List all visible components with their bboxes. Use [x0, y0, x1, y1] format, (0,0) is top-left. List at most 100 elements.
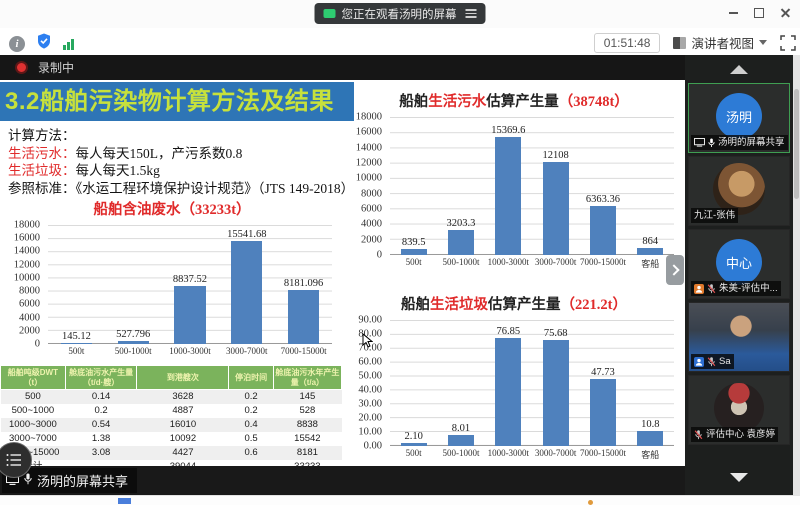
x-tick-label: 500-1000t — [442, 257, 480, 267]
y-tick-label: 10.00 — [358, 426, 382, 438]
table-header-cell: 船舶吨级DWT（t） — [0, 364, 66, 391]
participant-name: Sa — [719, 356, 731, 367]
share-bar-label: 汤明的屏幕共享 — [2, 468, 138, 493]
y-tick-label: 16000 — [355, 126, 382, 138]
annotation-menu-button[interactable] — [0, 442, 32, 478]
bar-slot: 839.5 — [390, 117, 437, 255]
table-cell: 4887 — [172, 405, 194, 417]
table-cell: 8838 — [273, 417, 342, 432]
participant-label: 九江-张伟 — [691, 208, 739, 223]
participant-tile[interactable]: 九江-张伟 — [688, 156, 790, 226]
bar-slot: 15369.6 — [485, 117, 532, 255]
y-tick-label: 10000 — [355, 172, 382, 184]
method-line: 参照标准：《水运工程环境保护设计规范》（JTS 149-2018） — [8, 180, 356, 198]
sidebar-collapse-button[interactable] — [666, 255, 684, 285]
meeting-timer: 01:51:48 — [593, 32, 661, 53]
layout-icon — [673, 36, 687, 49]
minimize-button[interactable] — [723, 3, 743, 23]
scrollbar-thumb[interactable] — [794, 89, 799, 199]
table-row: 1000~3000 0.54 16010 0.4 8838 — [0, 417, 342, 432]
table-cell: 3628 — [136, 389, 229, 405]
person-blue-icon — [694, 356, 704, 367]
bar — [400, 248, 427, 255]
shield-icon[interactable] — [36, 33, 52, 54]
fullscreen-icon[interactable] — [780, 34, 796, 51]
scroll-down-arrow[interactable] — [730, 473, 748, 482]
participant-tile[interactable]: 评估中心 袁彦婷 — [688, 375, 790, 445]
mic-muted-icon — [694, 429, 703, 440]
y-tick-label: 90.00 — [358, 314, 382, 326]
bar-slot: 527.796 — [105, 225, 162, 344]
mic-muted-icon — [707, 283, 716, 294]
participant-name: 朱美-评估中... — [719, 283, 778, 294]
maximize-button[interactable] — [749, 3, 769, 23]
bar-value-label: 527.796 — [116, 328, 151, 340]
chart-title-segment: 船舶 — [401, 297, 431, 313]
chart-title-segment: 估算产生量 — [488, 297, 561, 313]
view-mode-button[interactable]: 演讲者视图 — [669, 31, 771, 54]
gridlines — [390, 117, 674, 255]
method-line: 生活垃圾：每人每天1.5kg — [8, 162, 356, 180]
table-cell: 0.5 — [244, 432, 258, 444]
y-tick-label: 4000 — [361, 218, 382, 230]
avatar: 汤明 — [716, 93, 762, 139]
bar — [447, 434, 474, 446]
table-cell: 8181 — [273, 445, 342, 460]
scroll-up-arrow[interactable] — [730, 65, 748, 74]
screen-share-bar: 汤明的屏幕共享 — [0, 466, 685, 495]
table-cell: 0.54 — [65, 417, 137, 432]
y-tick-label: 4000 — [19, 312, 40, 324]
info-icon[interactable] — [9, 35, 25, 52]
participant-tile[interactable]: 中心 朱美-评估中... — [688, 229, 790, 299]
chart-title-segment: （221.2t） — [560, 297, 627, 313]
bar-value-label: 47.73 — [591, 367, 615, 379]
bar — [117, 340, 149, 344]
y-tick-label: 18000 — [13, 219, 40, 231]
table-cell: 3000~7000 — [8, 432, 57, 444]
sidebar-scrollbar[interactable] — [793, 55, 800, 495]
mic-icon — [24, 473, 32, 488]
mic-icon — [708, 137, 715, 148]
table-header-cell: 到港艘次 — [136, 364, 230, 391]
table-cell: 1.38 — [91, 432, 111, 444]
bar-value-label: 15369.6 — [491, 125, 526, 137]
y-tick-label: 0.00 — [363, 440, 382, 452]
participant-tile[interactable]: 汤明 汤明的屏幕共享 — [688, 83, 790, 153]
y-tick-label: 10000 — [13, 272, 40, 284]
bar — [174, 285, 206, 344]
y-tick-label: 14000 — [13, 245, 40, 257]
table-header-cell: 舱底油污水产生量（t/d·艘） — [64, 364, 138, 391]
bar-value-label: 839.5 — [401, 236, 426, 248]
x-axis-labels: 500t 500-1000t 1000-3000t 3000-7000t 7000-15… — [390, 255, 674, 270]
close-button[interactable] — [775, 3, 795, 23]
bar-value-label: 12108 — [542, 150, 569, 162]
bar-slot: 10.8 — [627, 320, 674, 446]
banner-menu-icon[interactable] — [465, 9, 477, 18]
avatar — [713, 163, 765, 215]
y-tick-label: 12000 — [13, 259, 40, 271]
y-tick-label: 8000 — [19, 285, 40, 297]
network-signal-icon[interactable] — [63, 38, 74, 50]
bar — [447, 230, 474, 255]
table-cell: 500 — [0, 389, 66, 405]
x-tick-label: 客船 — [641, 450, 660, 460]
bar-slot: 864 — [627, 117, 674, 255]
bar-value-label: 76.85 — [496, 326, 521, 338]
table-body: 500 0.14 3628 0.2 145 500~1000 0.2 4887 0.2 528 10… — [0, 389, 342, 474]
chart-title: 船舶含油废水（33233t） — [6, 198, 338, 219]
participants-sidebar: 汤明 汤明的屏幕共享九江-张伟中心 朱美-评估中... Sa 评估中心 袁彦婷 — [685, 55, 793, 495]
bar-series: 839.5 3203.3 15369.6 12108 6363.36 864 — [390, 117, 674, 255]
x-tick-label: 3000-7000t — [534, 448, 577, 458]
y-tick-label: 80.00 — [358, 328, 382, 340]
participant-label: 朱美-评估中... — [691, 281, 781, 296]
y-axis: 18000 16000 14000 12000 10000 8000 6000 4000 200… — [4, 220, 44, 350]
participant-tile[interactable]: Sa — [688, 302, 790, 372]
method-line-text: 《水运工程环境保护设计规范》（JTS 149-2018） — [75, 180, 355, 196]
avatar: 中心 — [716, 239, 762, 285]
recording-label: 录制中 — [38, 61, 75, 75]
chart-garbage: 船舶生活垃圾估算产生量（221.2t） 90.00 80.00 70.00 60.00 5… — [348, 293, 680, 461]
bar-slot: 8.01 — [437, 320, 484, 446]
x-tick-label: 1000-3000t — [169, 346, 211, 356]
method-line-label: 参照标准： — [8, 180, 76, 196]
